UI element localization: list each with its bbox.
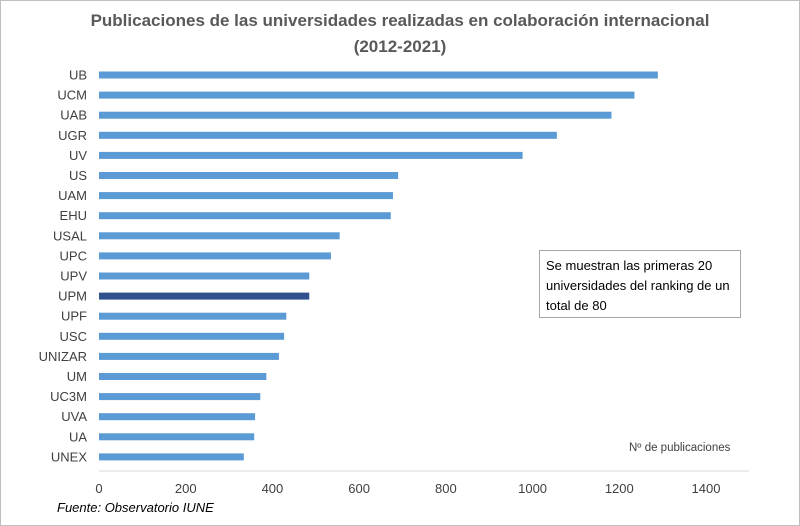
bar-upv	[99, 272, 310, 280]
chart-title: Publicaciones de las universidades reali…	[90, 11, 710, 30]
y-tick-label: US	[69, 168, 87, 183]
y-tick-label: USC	[60, 329, 87, 344]
bar-unex	[99, 453, 244, 461]
bar-us	[99, 172, 399, 179]
y-tick-label: UCM	[57, 88, 87, 103]
bar-uam	[99, 192, 393, 200]
annotation-box: Se muestran las primeras 20 universidade…	[539, 250, 741, 318]
y-tick-label: EHU	[60, 208, 87, 223]
y-tick-label: UVA	[61, 409, 87, 424]
bar-upm	[99, 292, 310, 300]
y-tick-label: UGR	[58, 128, 87, 143]
x-tick-label: 1200	[605, 481, 634, 496]
bar-ua	[99, 433, 255, 441]
y-tick-label: UPV	[60, 269, 87, 284]
bar-um	[99, 373, 267, 380]
x-tick-label: 800	[435, 481, 457, 496]
bar-upc	[99, 252, 331, 260]
bar-ugr	[99, 131, 557, 139]
source-note: Fuente: Observatorio IUNE	[57, 500, 214, 515]
bar-unizar	[99, 352, 279, 360]
bar-usal	[99, 232, 340, 240]
x-tick-label: 1000	[518, 481, 547, 496]
x-tick-label: 0	[95, 481, 102, 496]
y-tick-label: UPM	[58, 289, 87, 304]
y-tick-label: UV	[69, 148, 87, 163]
y-tick-label: UM	[67, 369, 87, 384]
y-tick-label: UAB	[60, 108, 87, 123]
chart-subtitle: (2012-2021)	[353, 37, 447, 56]
x-tick-label: 600	[348, 481, 370, 496]
bar-uc3m	[99, 393, 261, 401]
x-tick-label: 1400	[692, 481, 721, 496]
bar-ub	[99, 71, 658, 79]
y-tick-label: UAM	[58, 188, 87, 203]
bar-ucm	[99, 91, 635, 99]
y-tick-label: UPF	[61, 309, 87, 324]
y-tick-label: UPC	[60, 248, 87, 263]
y-tick-label: UB	[69, 68, 87, 83]
bar-ehu	[99, 212, 391, 220]
bar-uva	[99, 413, 256, 421]
y-tick-label: UNIZAR	[39, 349, 87, 364]
y-tick-label: UC3M	[50, 389, 87, 404]
bar-uv	[99, 151, 523, 159]
x-axis-label: Nº de publicaciones	[629, 442, 731, 454]
bar-upf	[99, 312, 287, 320]
bar-uab	[99, 111, 612, 119]
x-tick-label: 200	[175, 481, 197, 496]
y-tick-label: USAL	[53, 228, 87, 243]
bar-usc	[99, 332, 285, 340]
x-tick-label: 400	[262, 481, 284, 496]
y-tick-label: UNEX	[51, 449, 87, 464]
y-tick-label: UA	[69, 429, 87, 444]
